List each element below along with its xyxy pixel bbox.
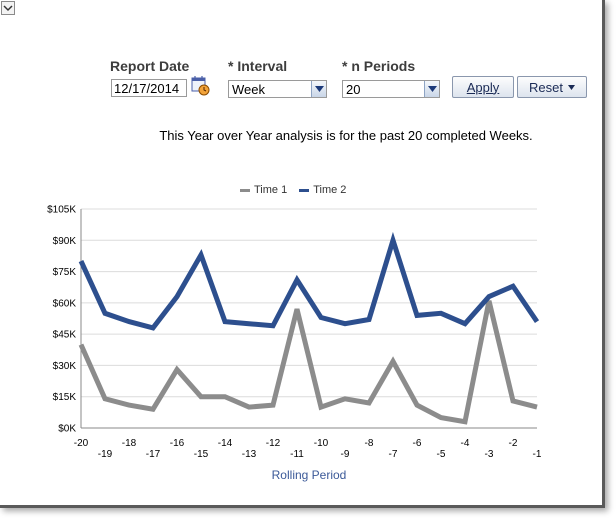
caret-down-icon: [567, 84, 575, 90]
calendar-icon[interactable]: [191, 75, 211, 97]
x-tick-label: -17: [146, 449, 161, 460]
x-tick-label: -12: [266, 438, 281, 449]
interval-value: Week: [232, 82, 265, 97]
chevron-down-icon: [3, 5, 13, 12]
line-chart: $0K $15K $30K $45K $60K $75K $90K $105K -20 -19 -1…: [47, 205, 542, 483]
collapse-toggle-button[interactable]: [1, 1, 15, 15]
x-tick-label: -7: [389, 449, 398, 460]
apply-button[interactable]: Apply: [452, 76, 514, 98]
y-tick-label: $60K: [53, 298, 77, 309]
legend-item-time1[interactable]: Time 1: [240, 184, 287, 196]
triangle-down-icon: [427, 86, 437, 92]
y-tick-label: $45K: [53, 330, 77, 341]
interval-dropdown-arrow[interactable]: [311, 81, 326, 97]
apply-button-label: Apply: [466, 79, 500, 95]
x-tick-label: -1: [533, 449, 542, 460]
x-tick-label: -4: [461, 438, 470, 449]
interval-group: * Interval Week: [228, 58, 328, 100]
x-tick-label: -16: [170, 438, 185, 449]
chart-legend: Time 1 Time 2: [240, 184, 346, 196]
legend-swatch-time2: [299, 188, 310, 192]
y-tick-label: $15K: [53, 392, 77, 403]
n-periods-group: * n Periods 20: [342, 58, 442, 100]
report-date-input[interactable]: 12/17/2014: [111, 79, 187, 97]
interval-label: * Interval: [228, 58, 288, 74]
x-tick-label: -9: [341, 449, 350, 460]
x-tick-label: -11: [290, 449, 304, 460]
legend-item-time2[interactable]: Time 2: [299, 184, 346, 196]
x-tick-label: -13: [242, 449, 257, 460]
n-periods-label: * n Periods: [342, 58, 416, 74]
n-periods-value: 20: [346, 82, 361, 97]
n-periods-dropdown-arrow[interactable]: [424, 81, 439, 97]
reset-button[interactable]: Reset: [517, 76, 587, 98]
reset-button-label: Reset: [529, 79, 563, 95]
x-tick-label: -15: [194, 449, 209, 460]
x-tick-label: -14: [218, 438, 233, 449]
analysis-description: This Year over Year analysis is for the …: [159, 128, 533, 143]
x-tick-label: -18: [122, 438, 137, 449]
series-line-2: [78, 231, 540, 331]
legend-label-time1: Time 1: [254, 184, 288, 196]
legend-swatch-time1: [240, 188, 250, 192]
triangle-down-icon: [314, 86, 324, 92]
interval-select[interactable]: Week: [228, 80, 327, 98]
y-tick-label: $105K: [47, 205, 76, 216]
y-tick-label: $30K: [53, 361, 77, 372]
x-tick-label: -10: [314, 438, 329, 449]
legend-label-time2: Time 2: [313, 184, 347, 196]
report-panel: Report Date 12/17/2014 * Interval Week *…: [0, 0, 605, 508]
x-tick-label: -2: [509, 438, 518, 449]
x-tick-label: -5: [437, 449, 446, 460]
n-periods-select[interactable]: 20: [342, 80, 440, 98]
x-axis-title: Rolling Period: [272, 468, 347, 482]
report-date-group: Report Date 12/17/2014: [110, 58, 220, 100]
x-tick-label: -8: [365, 438, 374, 449]
y-tick-label: $75K: [53, 267, 77, 278]
x-tick-label: -6: [413, 438, 422, 449]
y-tick-label: $0K: [58, 424, 76, 435]
x-tick-label: -3: [485, 449, 494, 460]
x-tick-label: -19: [98, 449, 113, 460]
y-tick-label: $90K: [53, 236, 77, 247]
series-line-1: [78, 300, 538, 425]
report-date-label: Report Date: [110, 58, 190, 74]
x-tick-label: -20: [74, 438, 89, 449]
